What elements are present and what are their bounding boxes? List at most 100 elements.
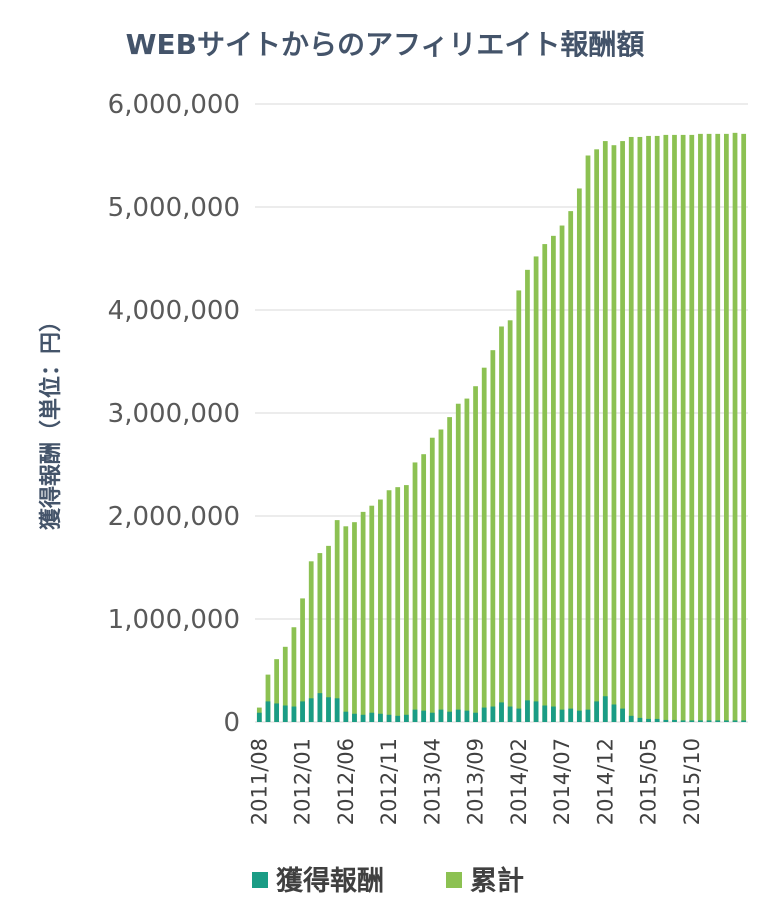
bar-cumulative [282, 646, 288, 722]
bar-cumulative [455, 403, 461, 722]
y-tick-label: 5,000,000 [108, 193, 240, 223]
x-tick-label: 2012/06 [334, 738, 358, 825]
bar-reward [499, 702, 504, 722]
bar-cumulative [429, 437, 435, 722]
bar-reward [429, 712, 435, 722]
x-tick-label: 2014/07 [550, 738, 574, 825]
bar-cumulative [481, 367, 487, 722]
bar-cumulative [369, 505, 375, 722]
bar-cumulative [585, 155, 591, 722]
bar-reward [611, 704, 617, 722]
bar-cumulative [611, 145, 617, 722]
bar-cumulative [568, 211, 574, 722]
bar-reward [723, 720, 729, 722]
bar-reward [378, 713, 383, 722]
x-tick-label: 2014/02 [507, 738, 531, 825]
y-tick-label: 2,000,000 [108, 502, 240, 532]
bar-cumulative [412, 462, 418, 722]
bar-reward [646, 718, 651, 722]
bar-cumulative [464, 398, 470, 722]
bar-cumulative [395, 487, 401, 722]
bar-reward [654, 718, 660, 722]
bar-reward [533, 701, 539, 722]
legend-swatch-cumulative [446, 872, 462, 888]
y-axis-label: 獲得報酬（単位：円） [38, 310, 64, 530]
bar-cumulative [317, 553, 323, 722]
bar-cumulative [602, 141, 608, 722]
legend[interactable]: 獲得報酬 累計 [252, 865, 524, 897]
bar-reward [265, 701, 271, 722]
bar-cumulative [646, 135, 651, 722]
bar-reward [672, 719, 677, 722]
bar-cumulative [516, 290, 522, 722]
bar-cumulative [715, 133, 721, 722]
bar-cumulative [732, 132, 738, 723]
bar-reward [689, 720, 695, 722]
bar-reward [516, 708, 522, 722]
bar-reward [568, 708, 574, 722]
bar-cumulative [326, 545, 331, 722]
x-axis-ticks: 2011/08 2012/01 2012/06 2012/11 2013/04 2013/… [247, 738, 703, 825]
chart-title: WEBサイトからのアフィリエイト報酬額 [126, 28, 645, 61]
bar-reward [585, 709, 591, 722]
x-tick-label: 2015/05 [637, 738, 661, 825]
bar-reward [732, 720, 738, 722]
bar-cumulative [343, 526, 349, 722]
bar-reward [715, 720, 721, 722]
bar-reward [412, 709, 418, 722]
bar-cumulative [378, 499, 383, 722]
bar-reward [343, 711, 349, 722]
bar-cumulative [421, 454, 427, 722]
bar-reward [274, 703, 280, 722]
bar-reward [559, 709, 565, 722]
legend-label-cumulative: 累計 [470, 865, 524, 897]
bar-reward [455, 709, 461, 722]
bar-reward [663, 719, 669, 722]
x-tick-label: 2011/08 [247, 738, 271, 825]
bar-reward [628, 715, 634, 722]
bar-cumulative [447, 417, 452, 722]
bar-reward [317, 693, 323, 722]
bar-cumulative [490, 350, 496, 722]
bar-cumulative [533, 256, 539, 722]
bar-cumulative [559, 225, 565, 723]
bar-cumulative [741, 133, 747, 722]
bar-cumulative [654, 135, 660, 722]
bar-reward [741, 720, 747, 722]
x-tick-label: 2013/09 [464, 738, 488, 825]
y-tick-label: 1,000,000 [108, 605, 240, 635]
y-tick-label: 3,000,000 [108, 399, 240, 429]
bar-cumulative [525, 269, 530, 722]
bar-reward [334, 698, 340, 722]
bar-reward [282, 705, 288, 722]
bar-reward [698, 720, 703, 722]
legend-label-reward: 獲得報酬 [276, 866, 384, 897]
y-tick-label: 0 [223, 708, 240, 738]
bar-cumulative [698, 133, 703, 722]
bar-reward [576, 710, 582, 722]
x-tick-label: 2014/12 [593, 738, 617, 825]
bar-reward [507, 706, 513, 722]
x-tick-label: 2015/10 [680, 738, 704, 825]
bar-cumulative [689, 134, 695, 722]
bar-cumulative [386, 490, 392, 722]
bar-reward [706, 720, 712, 722]
bar-reward [308, 698, 314, 722]
bar-reward [403, 714, 409, 722]
bar-cumulative [594, 149, 600, 722]
bar-cumulative [499, 326, 504, 722]
x-tick-label: 2013/04 [420, 738, 444, 825]
bar-cumulative [706, 133, 712, 722]
bar-reward [421, 710, 427, 722]
bar-cumulative [663, 134, 669, 722]
bar-reward [291, 706, 297, 722]
bar-reward [602, 696, 608, 722]
bar-cumulative [438, 429, 444, 722]
bar-cumulative [300, 598, 305, 722]
bar-cumulative [507, 320, 513, 722]
bar-reward [447, 711, 452, 722]
bar-reward [352, 713, 357, 722]
bar-reward [481, 707, 487, 722]
bar-cumulative [672, 134, 677, 722]
